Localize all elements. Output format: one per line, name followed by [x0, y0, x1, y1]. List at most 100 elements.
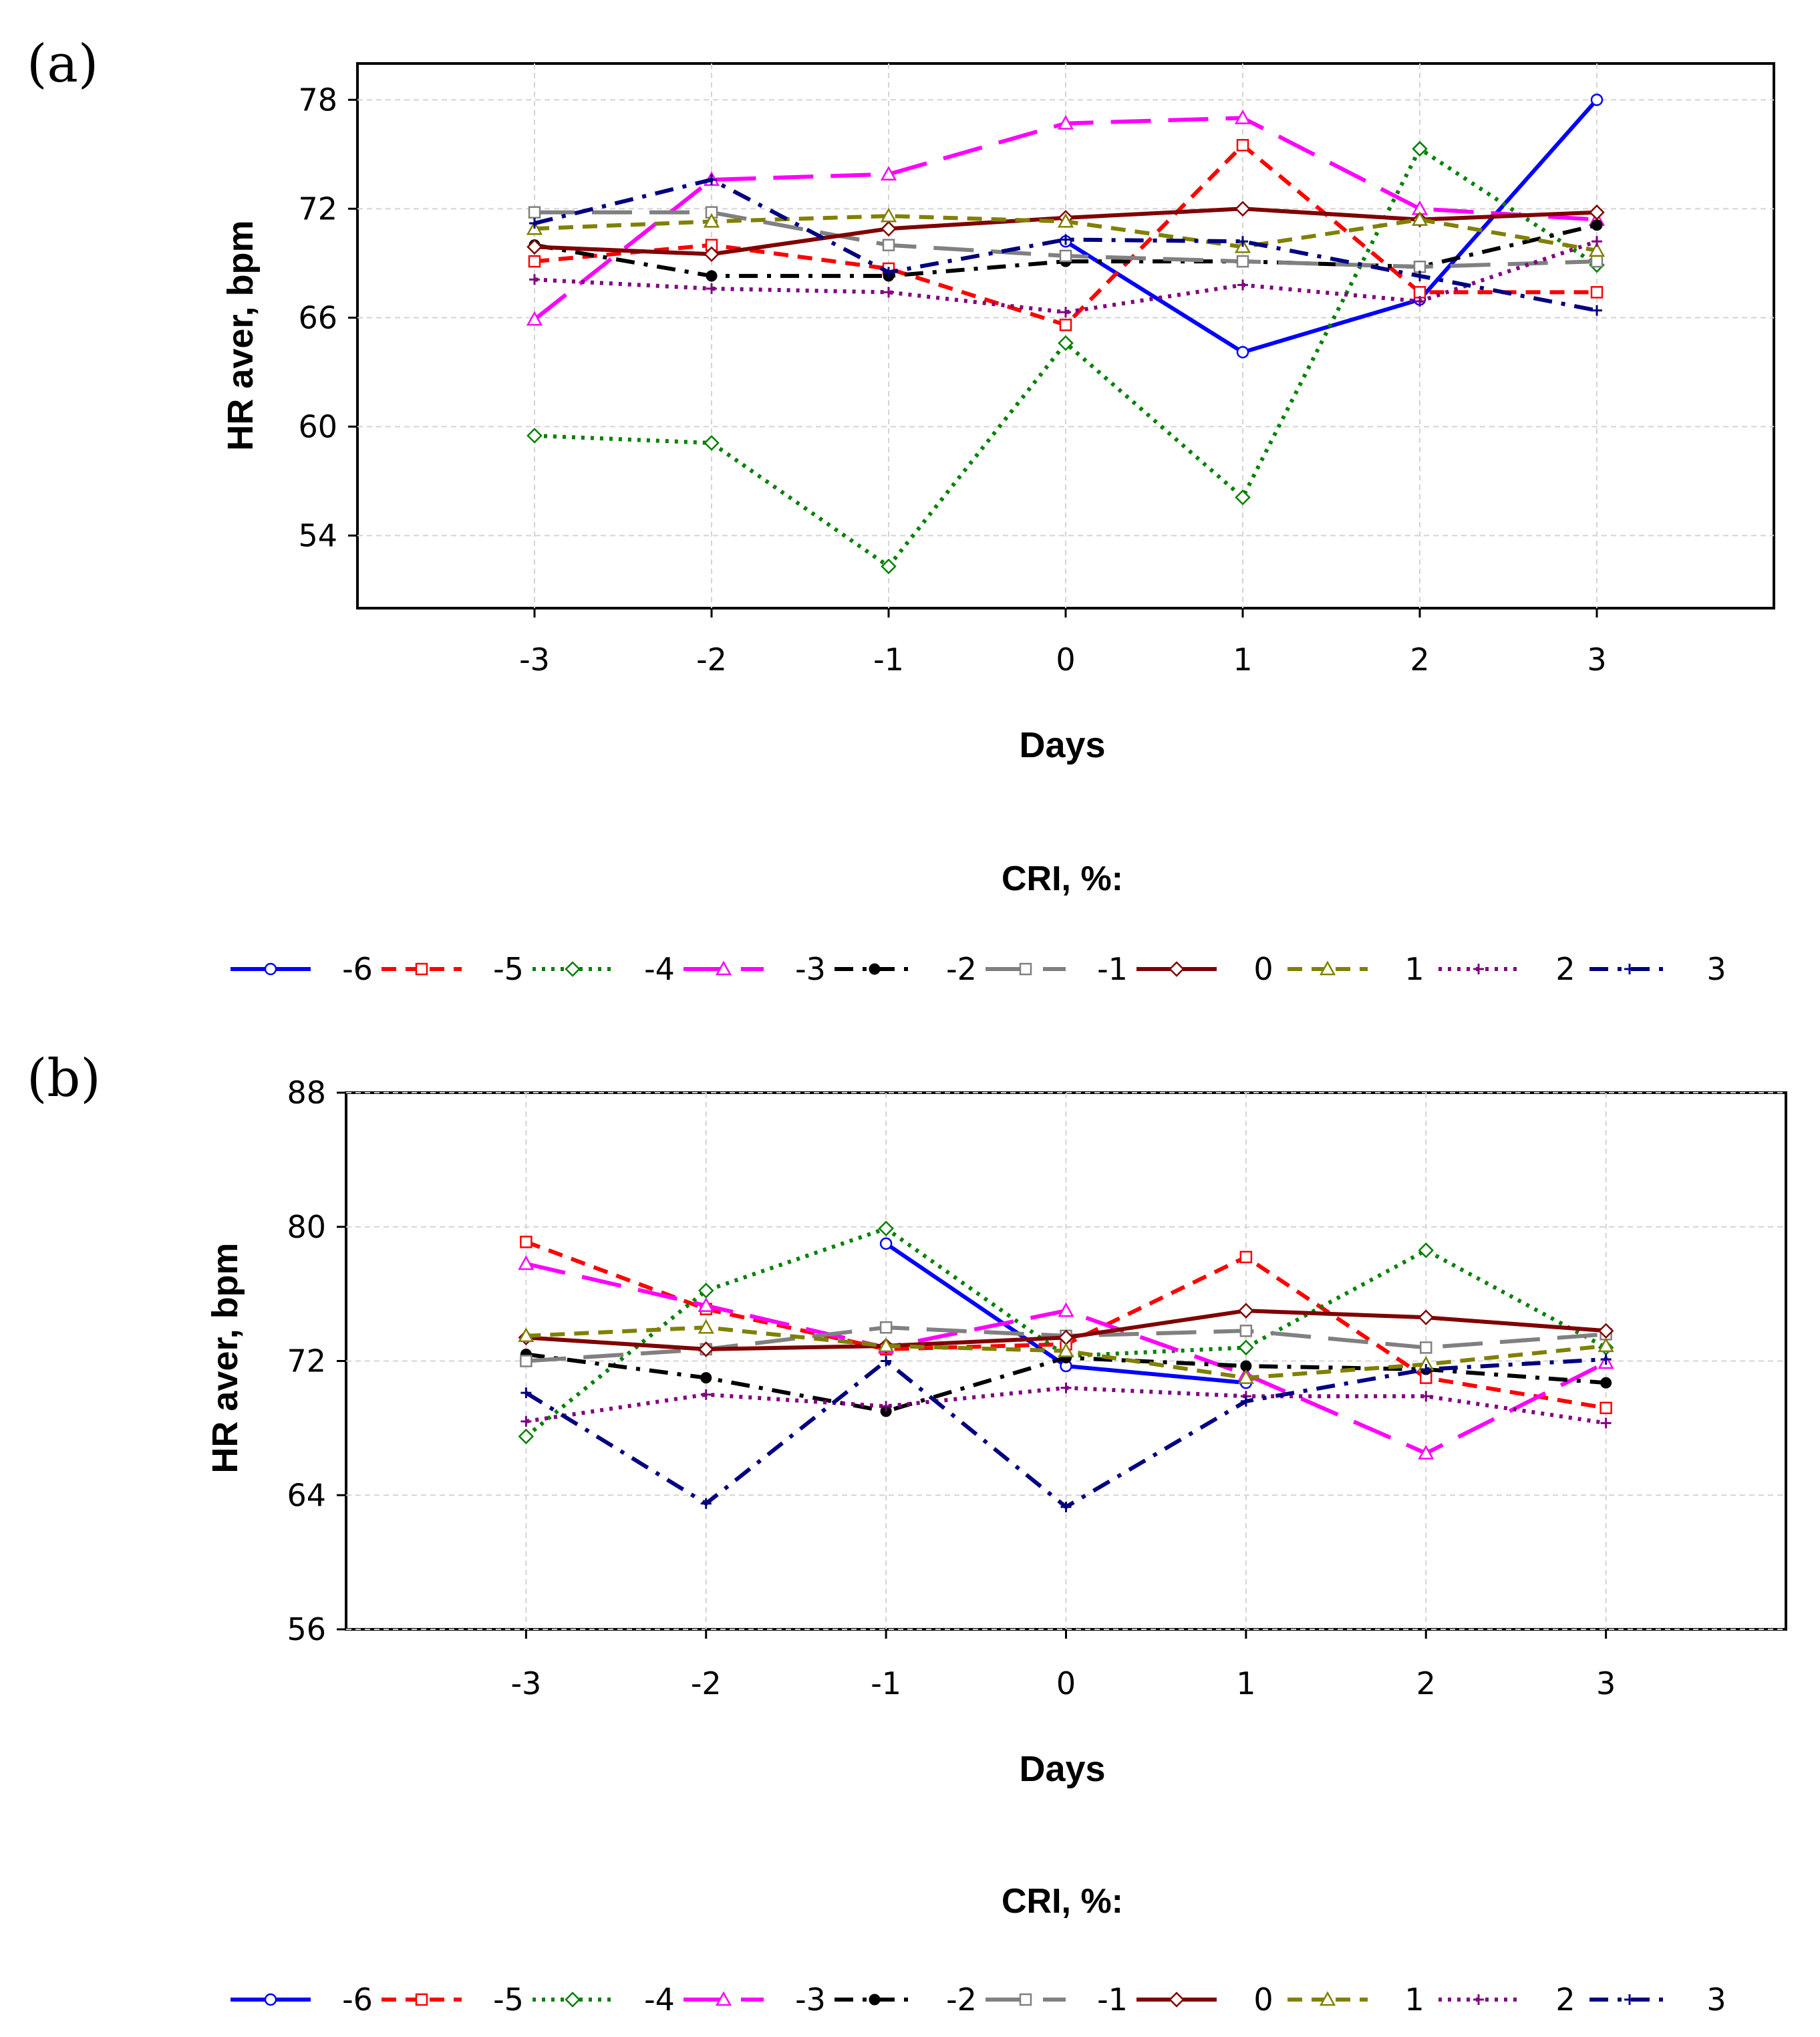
legend-item-3: 3 — [1589, 951, 1726, 987]
series-2 — [520, 1382, 1612, 1429]
panel-b-gridlines — [346, 1092, 1786, 1630]
data-point-3 — [1414, 270, 1425, 281]
data-point-2 — [1237, 279, 1248, 291]
x-tick-label: 1 — [1233, 642, 1252, 678]
legend-item--4: -4 — [533, 951, 675, 987]
data-point-2 — [520, 1415, 532, 1427]
legend-item-0: 0 — [1136, 1982, 1273, 2018]
data-point--4 — [1418, 1242, 1434, 1258]
legend-item--6: -6 — [231, 1982, 373, 2018]
data-point-1 — [1588, 242, 1606, 257]
data-point--6 — [1590, 94, 1604, 106]
panel-a-legend-title: CRI, %: — [1002, 859, 1123, 898]
legend-item--2: -2 — [835, 951, 977, 987]
series--6 — [879, 1237, 1253, 1389]
legend-item--6: -6 — [231, 951, 373, 987]
data-point-2 — [1420, 1391, 1432, 1402]
panel-b-x-axis: -3 -2 -1 0 1 2 3 — [510, 1629, 1616, 1702]
data-point--5 — [520, 1236, 533, 1248]
data-point--4 — [1058, 335, 1074, 352]
legend-label: 2 — [1555, 1982, 1575, 2018]
data-point--3 — [1057, 115, 1074, 130]
legend-label: -5 — [493, 1982, 524, 2018]
legend-item--1: -1 — [985, 1982, 1128, 2018]
data-point-1 — [1058, 1342, 1074, 1357]
data-point-2 — [1060, 1382, 1072, 1393]
panel-b-letter: (b) — [27, 1049, 101, 1109]
data-point-3 — [1060, 1501, 1072, 1512]
data-point--3 — [1058, 1302, 1074, 1317]
y-tick-label: 64 — [287, 1477, 326, 1513]
data-point-0 — [1589, 204, 1605, 221]
legend-label: -6 — [342, 951, 373, 987]
data-point-1 — [518, 1327, 535, 1343]
legend-label: 3 — [1706, 1982, 1726, 2018]
y-tick-label: 72 — [287, 1343, 326, 1379]
y-tick-label: 88 — [287, 1075, 326, 1111]
legend-swatch-marker — [869, 963, 881, 975]
data-point-3 — [1420, 1364, 1432, 1375]
legend-item--1: -1 — [985, 951, 1128, 987]
x-tick-label: -3 — [510, 1665, 541, 1702]
data-point-3 — [700, 1498, 712, 1509]
data-point--6 — [879, 1237, 893, 1250]
data-point-3 — [883, 267, 894, 278]
legend-item--2: -2 — [835, 1982, 977, 2018]
y-tick-label: 54 — [298, 517, 337, 553]
data-point-2 — [1591, 236, 1602, 247]
legend-label: 3 — [1706, 951, 1726, 987]
legend-label: -6 — [342, 1982, 373, 2018]
data-point--5 — [1059, 318, 1072, 331]
x-tick-label: 0 — [1056, 1665, 1076, 1702]
x-tick-label: -2 — [696, 642, 727, 678]
legend-swatch-marker — [415, 962, 428, 976]
data-point-1 — [1237, 1369, 1254, 1384]
data-point-1 — [880, 207, 897, 223]
x-tick-label: -1 — [871, 1665, 901, 1702]
data-point--1 — [528, 206, 541, 219]
x-tick-label: -1 — [873, 642, 904, 678]
data-point-2 — [1414, 295, 1425, 307]
data-point--3 — [880, 166, 897, 180]
data-point--5 — [1236, 139, 1249, 152]
x-tick-label: 2 — [1416, 1665, 1436, 1702]
data-point--5 — [1590, 286, 1604, 299]
legend-item-1: 1 — [1287, 1982, 1424, 2018]
data-point--4 — [704, 435, 720, 451]
data-point-3 — [1591, 305, 1602, 316]
legend-item--5: -5 — [382, 951, 524, 987]
data-point-1 — [703, 213, 720, 228]
legend-swatch-marker — [869, 1994, 881, 2006]
legend-swatch-marker — [1019, 1993, 1032, 2006]
panel-b-legend: -6 -5 -4 -3 -2 -1 0 1 2 3 — [231, 1982, 1726, 2018]
data-point--2 — [700, 1372, 712, 1384]
data-point--2 — [706, 270, 718, 282]
legend-swatch-marker — [1019, 962, 1032, 976]
data-point--4 — [518, 1428, 535, 1445]
data-point-0 — [698, 1341, 714, 1357]
y-tick-label: 72 — [298, 190, 337, 227]
data-point--1 — [1239, 1325, 1253, 1337]
legend-swatch-marker — [415, 1993, 428, 2006]
data-point--5 — [1239, 1250, 1253, 1264]
legend-swatch-marker — [264, 1993, 277, 2006]
data-point-3 — [1237, 236, 1248, 247]
data-point--4 — [878, 1220, 894, 1237]
data-point--1 — [520, 1355, 533, 1367]
data-point--1 — [879, 1321, 893, 1334]
data-point--4 — [881, 558, 897, 575]
panel-b-y-axis: 56 64 72 80 88 — [287, 1075, 346, 1647]
y-tick-label: 60 — [298, 408, 337, 444]
x-tick-label: 3 — [1596, 1665, 1616, 1702]
data-point-3 — [1600, 1353, 1612, 1365]
legend-swatch-marker — [1624, 1994, 1635, 2005]
legend-label: -4 — [644, 951, 675, 987]
legend-swatch-marker — [1473, 964, 1484, 974]
legend-label: 0 — [1253, 1982, 1273, 2018]
panel-b-y-axis-title: HR aver, bpm — [205, 1242, 245, 1473]
panel-a-letter-text: (a) — [27, 34, 98, 94]
data-point-2 — [1600, 1417, 1612, 1429]
series-2 — [529, 236, 1602, 318]
legend-item-2: 2 — [1438, 951, 1575, 987]
x-tick-label: 3 — [1587, 642, 1606, 678]
